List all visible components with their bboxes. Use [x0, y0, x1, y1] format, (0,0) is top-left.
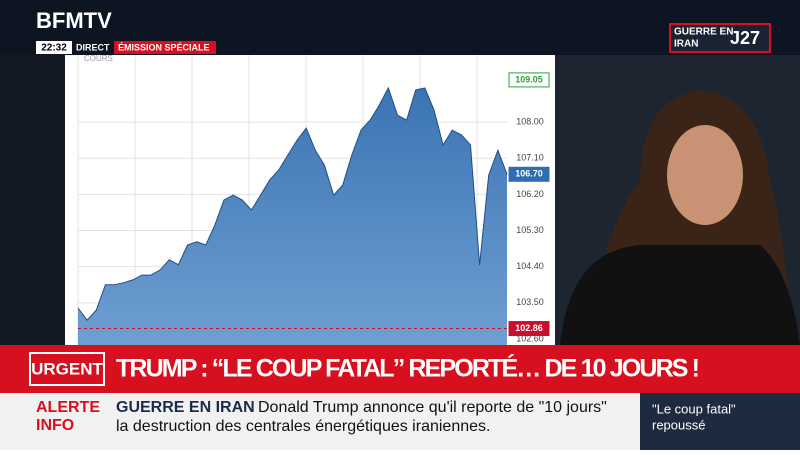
- badge-box: [29, 352, 105, 386]
- presenter-face: [667, 125, 743, 225]
- live: DIRECT: [76, 42, 110, 52]
- topic-box: [669, 23, 771, 53]
- y-tick-label: 108.00: [516, 116, 544, 126]
- marker-box: [508, 72, 550, 88]
- alert-text: Donald Trump annonce qu'il reporte de "1…: [258, 399, 607, 416]
- legend: COURS: [84, 54, 113, 63]
- y-tick-label: 104.40: [516, 261, 544, 271]
- topic-line: IRAN: [674, 39, 698, 50]
- promo-box: [640, 393, 800, 450]
- area: [78, 87, 507, 346]
- alert-text: la destruction des centrales énergétique…: [116, 418, 490, 435]
- marker-box: [508, 321, 550, 337]
- marker-label: 102.86: [515, 323, 543, 333]
- y-tick-label: 105.30: [516, 225, 544, 235]
- channel-logo: BFMTV: [36, 8, 112, 33]
- alert: ALERTE: [36, 399, 100, 416]
- headline: TRUMP : “LE COUP FATAL” REPORTÉ… DE 10 J…: [116, 354, 700, 383]
- y-tick-label: 107.10: [516, 153, 544, 163]
- marker-label: 106.70: [515, 169, 543, 179]
- alert-topic: GUERRE EN IRAN: [116, 399, 255, 416]
- program-box: [114, 41, 216, 54]
- marker-label: 109.05: [515, 74, 543, 84]
- time: 22:32: [41, 43, 67, 54]
- topic-line: GUERRE EN: [674, 27, 733, 38]
- headline-bar: [0, 345, 800, 393]
- program: ÉMISSION SPÉCIALE: [118, 42, 210, 52]
- line: [77, 86, 508, 321]
- promo: "Le coup fatal": [652, 401, 736, 416]
- day: J27: [730, 28, 760, 48]
- promo: repoussé: [652, 417, 705, 432]
- time-box: [36, 41, 72, 54]
- marker-box: [508, 166, 550, 182]
- y-tick-label: 106.20: [516, 189, 544, 199]
- alert: INFO: [36, 417, 74, 434]
- presenter-body: [560, 245, 800, 345]
- y-tick-label: 102.60: [516, 333, 544, 343]
- y-tick-label: 103.50: [516, 297, 544, 307]
- badge: URGENT: [31, 359, 103, 378]
